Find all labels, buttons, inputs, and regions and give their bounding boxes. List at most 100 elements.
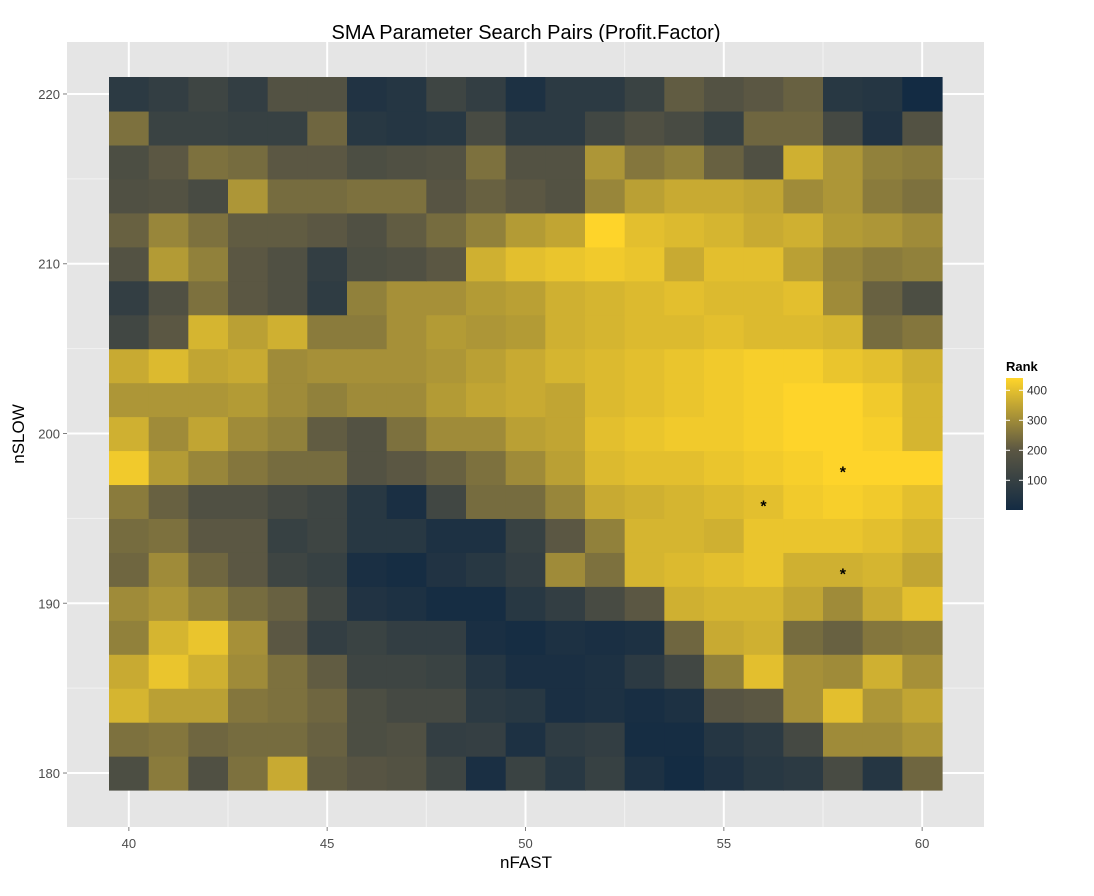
heatmap-cell	[148, 756, 189, 791]
heatmap-cell	[545, 688, 586, 723]
heatmap-cell	[783, 280, 824, 316]
heatmap-cell	[783, 722, 824, 757]
heatmap-cell	[664, 144, 705, 180]
heatmap-cell	[188, 382, 229, 418]
heatmap-cell	[466, 382, 507, 418]
heatmap-cell	[902, 246, 943, 282]
heatmap-cell	[426, 654, 467, 689]
heatmap-cell	[902, 178, 943, 214]
heatmap-cell	[743, 552, 784, 587]
heatmap-cell	[664, 620, 705, 655]
heatmap-cell	[545, 314, 586, 350]
heatmap-cell	[347, 246, 388, 282]
heatmap-cell	[148, 586, 189, 621]
heatmap-cell	[267, 722, 308, 757]
heatmap-cell	[109, 688, 150, 723]
heatmap-cell	[505, 586, 546, 621]
heatmap-cell	[426, 246, 467, 282]
heatmap-cell	[823, 110, 864, 146]
heatmap-cell	[505, 756, 546, 791]
heatmap-cell	[228, 518, 269, 553]
heatmap-cell	[386, 314, 427, 350]
heatmap-cell	[148, 314, 189, 350]
heatmap-cell	[267, 246, 308, 282]
heatmap-cell	[109, 586, 150, 621]
heatmap-cell	[545, 620, 586, 655]
heatmap-cell	[426, 110, 467, 146]
heatmap-cell	[109, 654, 150, 689]
heatmap-cell	[228, 77, 269, 112]
heatmap-cell	[664, 450, 705, 486]
heatmap-cell	[148, 688, 189, 723]
heatmap-cell	[267, 280, 308, 316]
legend: Rank 100 200 300 400	[1006, 359, 1047, 510]
heatmap-cell	[426, 212, 467, 248]
heatmap-cell	[862, 518, 903, 553]
heatmap-cell	[347, 416, 388, 452]
heatmap-cell	[545, 144, 586, 180]
heatmap-cell	[148, 450, 189, 486]
heatmap-cell	[743, 484, 784, 519]
heatmap-cell	[426, 416, 467, 452]
heatmap-cell	[704, 416, 745, 452]
heatmap-cell	[109, 552, 150, 587]
heatmap-cell	[386, 246, 427, 282]
heatmap-cell	[228, 654, 269, 689]
heatmap-cell	[624, 654, 665, 689]
heatmap-cell	[823, 212, 864, 248]
heatmap-cell	[783, 484, 824, 519]
heatmap-cell	[823, 552, 864, 587]
heatmap-cell	[109, 722, 150, 757]
heatmap-cell	[347, 280, 388, 316]
heatmap-cell	[664, 110, 705, 146]
heatmap-cell	[545, 178, 586, 214]
x-tick-label: 50	[518, 836, 532, 851]
heatmap-cell	[386, 212, 427, 248]
heatmap-cell	[902, 382, 943, 418]
heatmap-cell	[347, 654, 388, 689]
heatmap-cell	[783, 212, 824, 248]
heatmap-cell	[545, 518, 586, 553]
heatmap-cell	[624, 416, 665, 452]
heatmap-cell	[783, 620, 824, 655]
heatmap-cell	[743, 77, 784, 112]
heatmap-cell	[267, 212, 308, 248]
heatmap-cell	[585, 77, 626, 112]
heatmap-cell	[545, 246, 586, 282]
heatmap-cell	[228, 620, 269, 655]
heatmap-cell	[783, 450, 824, 486]
heatmap-cell	[347, 756, 388, 791]
heatmap-cell	[624, 688, 665, 723]
heatmap-cell	[307, 654, 348, 689]
heatmap-cell	[624, 144, 665, 180]
heatmap-cell	[862, 178, 903, 214]
heatmap-cell	[426, 348, 467, 384]
heatmap-cell	[862, 280, 903, 316]
heatmap-cell	[585, 722, 626, 757]
heatmap-cell	[783, 77, 824, 112]
heatmap-cell	[307, 382, 348, 418]
heatmap-cell	[505, 552, 546, 587]
heatmap-cell	[267, 688, 308, 723]
heatmap-cell	[862, 484, 903, 519]
heatmap-cell	[505, 77, 546, 112]
heatmap-cell	[466, 518, 507, 553]
heatmap-cell	[188, 688, 229, 723]
heatmap-cell	[743, 382, 784, 418]
x-tick-label: 45	[320, 836, 334, 851]
heatmap-cell	[505, 382, 546, 418]
heatmap-cell	[664, 314, 705, 350]
heatmap-cell	[228, 756, 269, 791]
y-axis-ticks: 180 190 200 210 220	[38, 87, 67, 781]
heatmap-cell	[823, 586, 864, 621]
heatmap-cell	[505, 212, 546, 248]
heatmap-cell	[228, 144, 269, 180]
heatmap-cell	[466, 178, 507, 214]
heatmap-cell	[704, 212, 745, 248]
heatmap-cell	[347, 77, 388, 112]
heatmap-cell	[902, 314, 943, 350]
heatmap-cell	[664, 416, 705, 452]
heatmap-cell	[823, 654, 864, 689]
heatmap-cell	[188, 586, 229, 621]
heatmap-cell	[902, 110, 943, 146]
